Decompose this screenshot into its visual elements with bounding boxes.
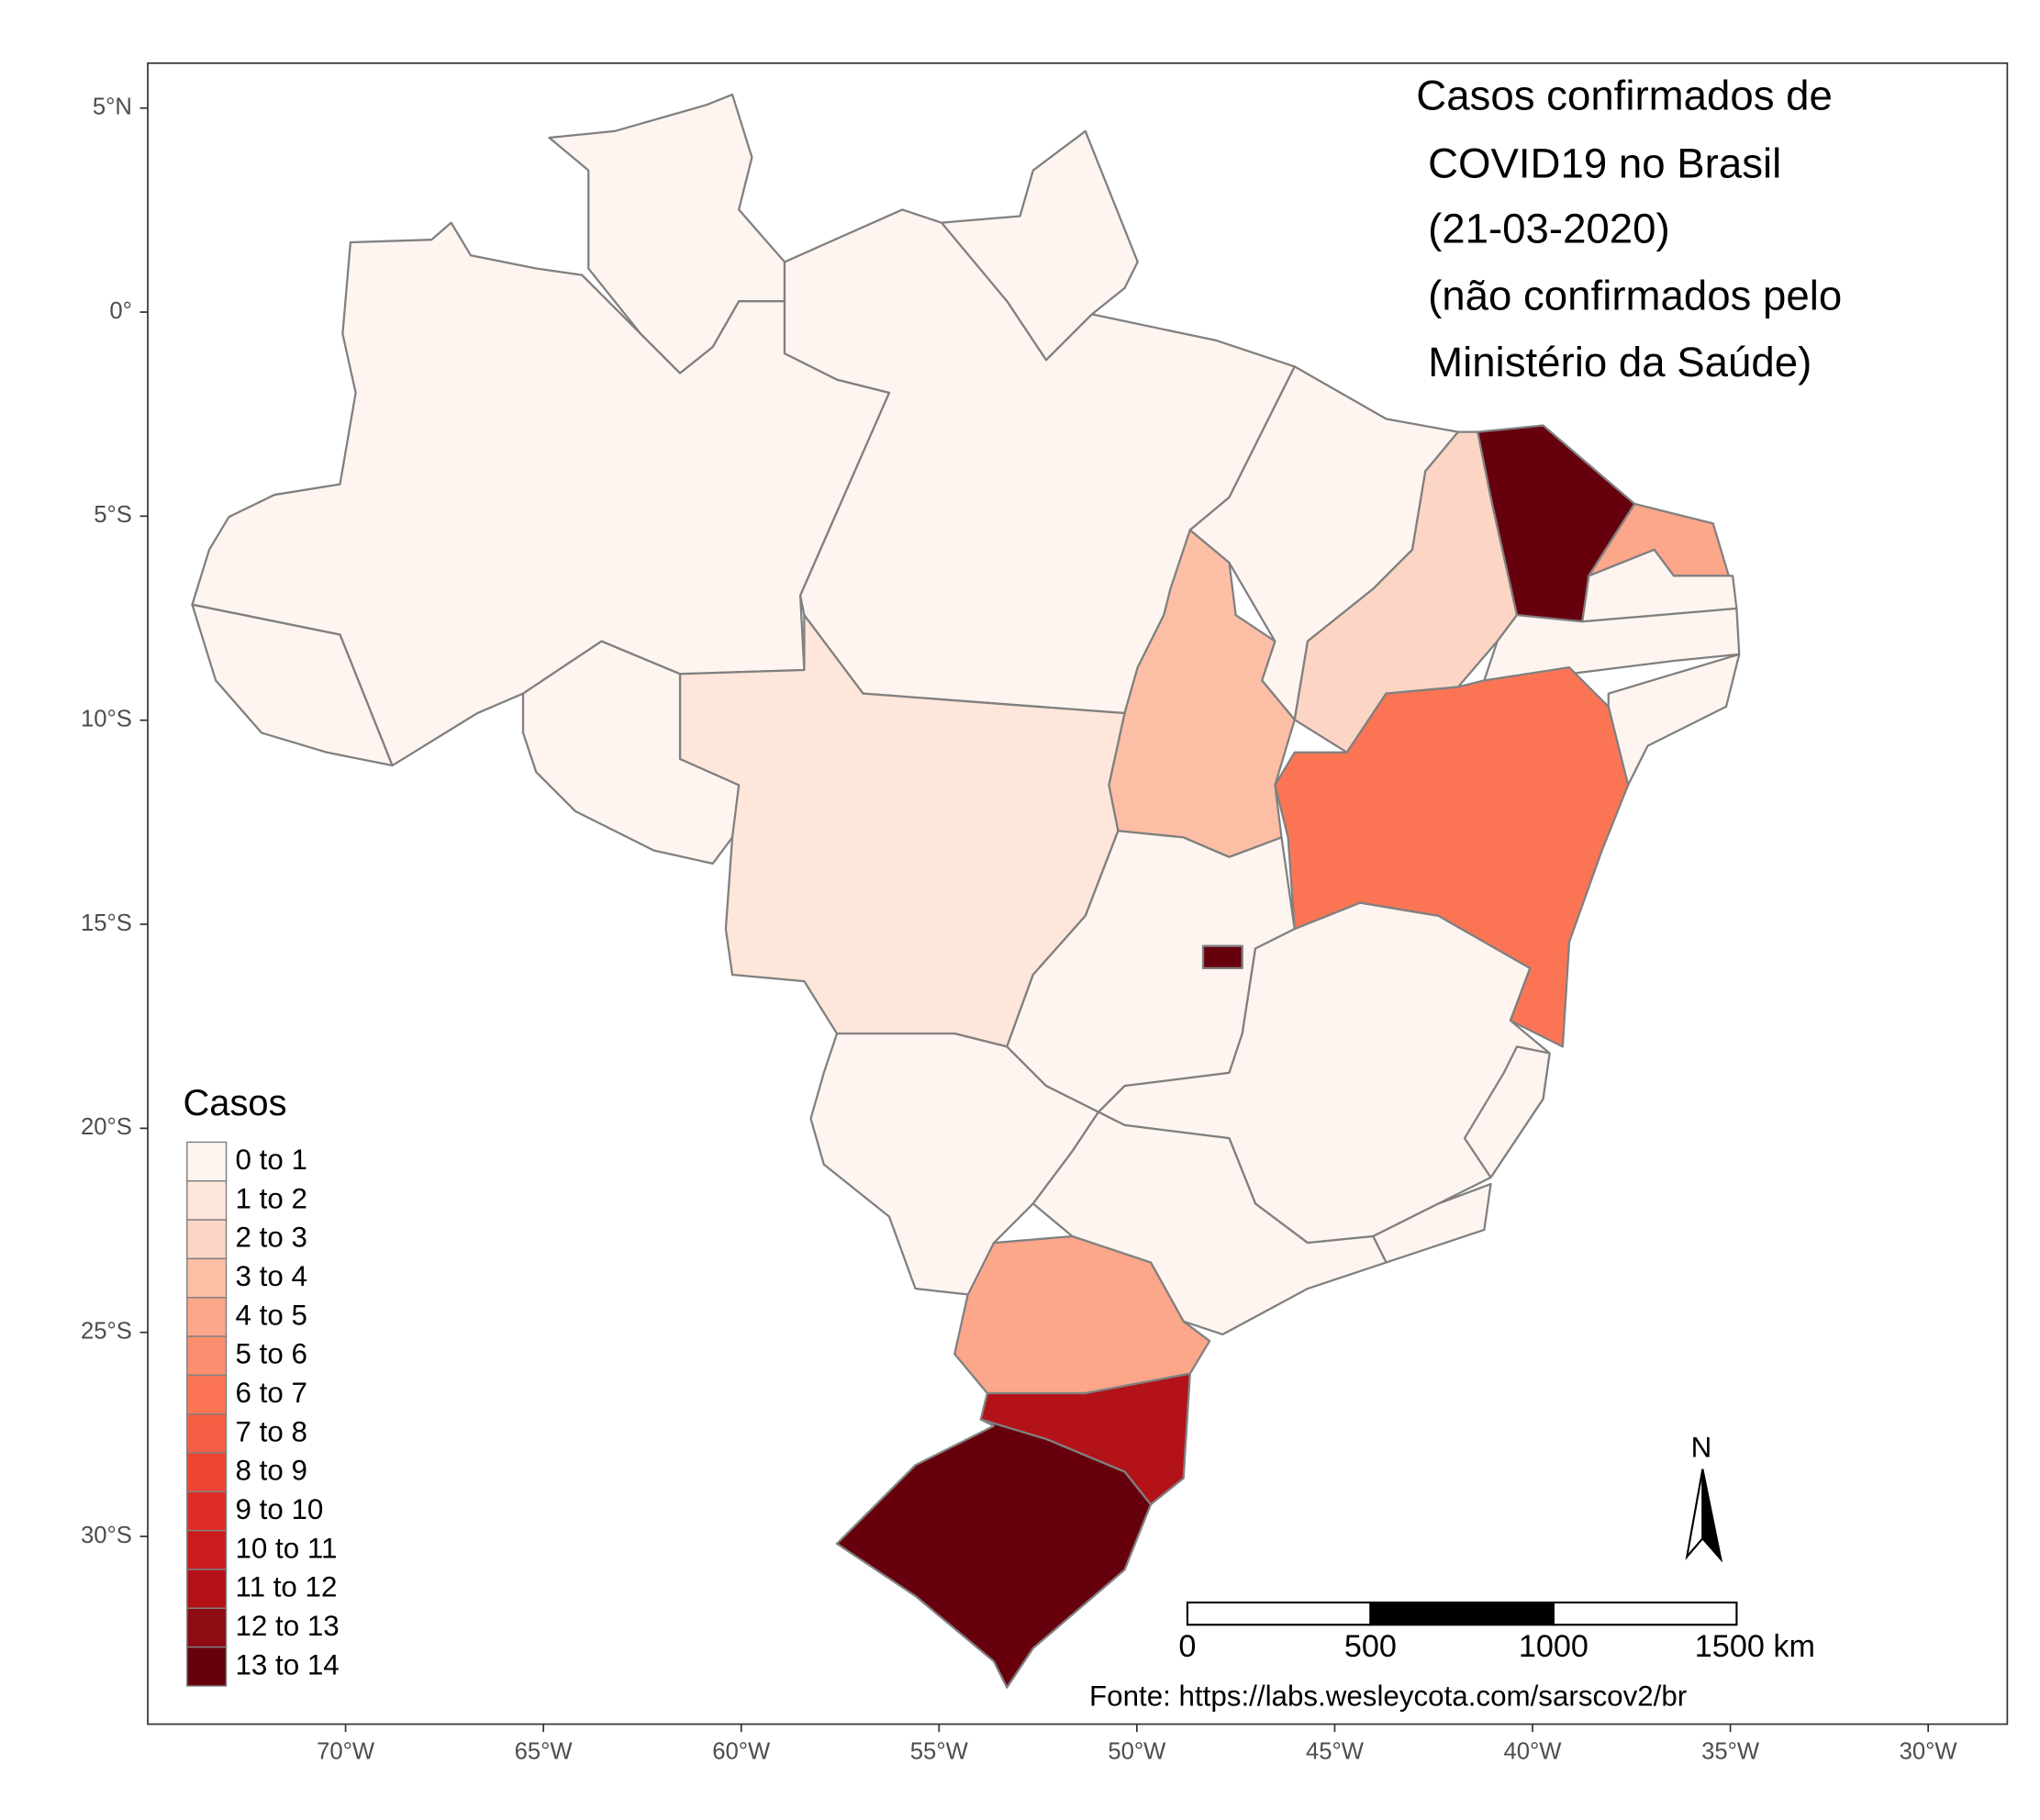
x-tick-label: 65°W — [515, 1739, 574, 1765]
state — [1463, 1045, 1551, 1179]
x-tick-label: 70°W — [317, 1739, 375, 1765]
x-tick-label: 60°W — [712, 1739, 771, 1765]
title-line: (21-03-2020) — [1428, 206, 1670, 252]
legend-title: Casos — [184, 1083, 287, 1123]
title-line: (não confirmados pelo — [1428, 272, 1842, 318]
scale-segment — [1186, 1601, 1372, 1626]
state — [1372, 1182, 1492, 1264]
scale-label: 500 — [1344, 1629, 1397, 1664]
legend-swatch — [186, 1297, 228, 1337]
title-line: Casos confirmados de — [1416, 72, 1833, 118]
x-tick-label: 35°W — [1701, 1739, 1760, 1765]
legend-swatch — [186, 1374, 228, 1415]
north-label: N — [1691, 1432, 1712, 1464]
y-tick-label: 10°S — [81, 706, 132, 731]
legend-swatch — [186, 1257, 228, 1299]
legend-label: 11 to 12 — [236, 1571, 338, 1603]
legend-label: 13 to 14 — [236, 1648, 340, 1680]
state — [191, 603, 394, 767]
legend-label: 0 to 1 — [236, 1144, 307, 1176]
legend-swatch — [186, 1646, 228, 1687]
x-tick-label: 45°W — [1306, 1739, 1365, 1765]
x-tick-label: 50°W — [1108, 1739, 1166, 1765]
state — [1483, 607, 1741, 682]
scale-segment — [1552, 1601, 1738, 1626]
scale-label: 1500 km — [1695, 1629, 1815, 1664]
scale-label: 0 — [1178, 1629, 1196, 1664]
legend-label: 2 to 3 — [236, 1222, 307, 1254]
legend-label: 1 to 2 — [236, 1182, 307, 1214]
legend-swatch — [186, 1141, 228, 1182]
legend-label: 6 to 7 — [236, 1377, 307, 1409]
legend-label: 10 to 11 — [236, 1532, 338, 1564]
north-arrow — [1701, 1468, 1723, 1563]
y-tick-label: 0° — [109, 298, 132, 324]
x-tick-label: 55°W — [910, 1739, 969, 1765]
y-tick-label: 15°S — [81, 910, 132, 936]
scale-segment — [1369, 1601, 1555, 1626]
legend-swatch — [186, 1219, 228, 1260]
state — [1201, 944, 1243, 970]
legend-swatch — [186, 1569, 228, 1610]
y-tick-label: 5°S — [94, 502, 132, 528]
y-tick-label: 30°S — [81, 1523, 132, 1548]
legend-swatch — [186, 1180, 228, 1221]
legend-swatch — [186, 1452, 228, 1493]
legend-swatch — [186, 1412, 228, 1454]
legend-swatch — [186, 1491, 228, 1532]
legend-label: 4 to 5 — [236, 1299, 307, 1331]
title-line: COVID19 no Brasil — [1428, 140, 1781, 186]
legend-swatch — [186, 1607, 228, 1648]
states — [191, 93, 1741, 1689]
source: Fonte: https://labs.wesleycota.com/sarsc… — [1089, 1680, 1687, 1712]
x-tick-label: 40°W — [1504, 1739, 1563, 1765]
legend-label: 7 to 8 — [236, 1415, 307, 1447]
legend-label: 9 to 10 — [236, 1493, 324, 1525]
title-line: Ministério da Saúde) — [1428, 339, 1811, 385]
y-tick-label: 5°N — [93, 95, 132, 120]
legend-label: 3 to 4 — [236, 1260, 307, 1292]
x-tick-label: 30°W — [1900, 1739, 1958, 1765]
legend-label: 5 to 6 — [236, 1338, 307, 1370]
legend-label: 12 to 13 — [236, 1610, 340, 1642]
legend-swatch — [186, 1335, 228, 1377]
state — [1031, 1111, 1388, 1336]
state — [835, 1418, 1153, 1689]
legend-swatch — [186, 1529, 228, 1570]
legend-label: 8 to 9 — [236, 1455, 307, 1487]
y-tick-label: 20°S — [81, 1114, 132, 1140]
state — [521, 640, 741, 865]
scale-label: 1000 — [1519, 1629, 1589, 1664]
y-tick-label: 25°S — [81, 1318, 132, 1344]
